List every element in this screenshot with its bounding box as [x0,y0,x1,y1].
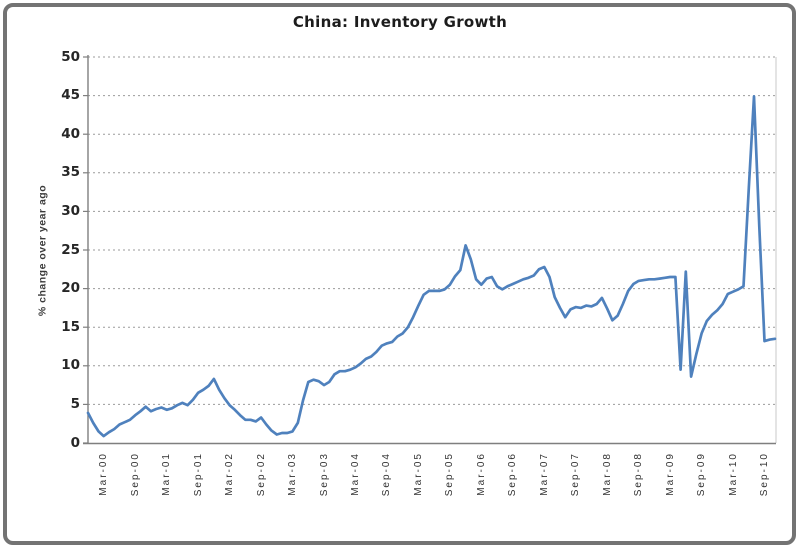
y-tick-label: 25 [61,241,80,258]
x-tick-label: Mar-10 [727,452,739,496]
chart-frame [3,3,796,545]
y-tick-label: 50 [61,48,80,65]
y-tick-label: 35 [61,164,80,181]
x-tick-label: Mar-05 [412,452,424,496]
x-tick-label: Sep-03 [318,452,330,497]
x-tick-label: Sep-04 [381,452,393,497]
x-tick-label: Mar-07 [538,452,550,496]
y-tick-label: 5 [70,395,80,412]
x-tick-label: Sep-09 [696,452,708,497]
x-tick-label: Sep-00 [129,452,141,497]
x-tick-label: Mar-01 [161,452,173,496]
chart-title: China: Inventory Growth [292,13,508,31]
y-tick-label: 0 [70,434,80,451]
x-tick-label: Sep-05 [444,452,456,497]
x-tick-label: Mar-00 [98,452,110,496]
x-tick-label: Mar-09 [664,452,676,496]
x-tick-label: Mar-06 [475,452,487,496]
x-tick-label: Sep-02 [255,452,267,497]
x-tick-label: Sep-01 [192,452,204,497]
x-tick-label: Mar-03 [287,452,298,496]
x-tick-label: Sep-10 [759,452,770,497]
x-tick-label: Mar-04 [350,452,361,496]
x-tick-label: Sep-06 [507,452,519,497]
x-tick-label: Sep-07 [570,452,582,497]
series-line-inventory-growth [86,95,777,438]
y-tick-label: 15 [61,318,80,335]
x-tick-label: Mar-08 [601,452,613,496]
y-tick-label: 40 [61,125,80,142]
y-tick-label: 20 [61,280,80,297]
x-tick-label: Mar-02 [224,452,236,496]
y-tick-label: 45 [61,87,80,104]
x-tick-label: Sep-08 [633,452,645,497]
y-tick-label: 30 [61,202,80,219]
y-tick-label: 10 [61,357,80,374]
